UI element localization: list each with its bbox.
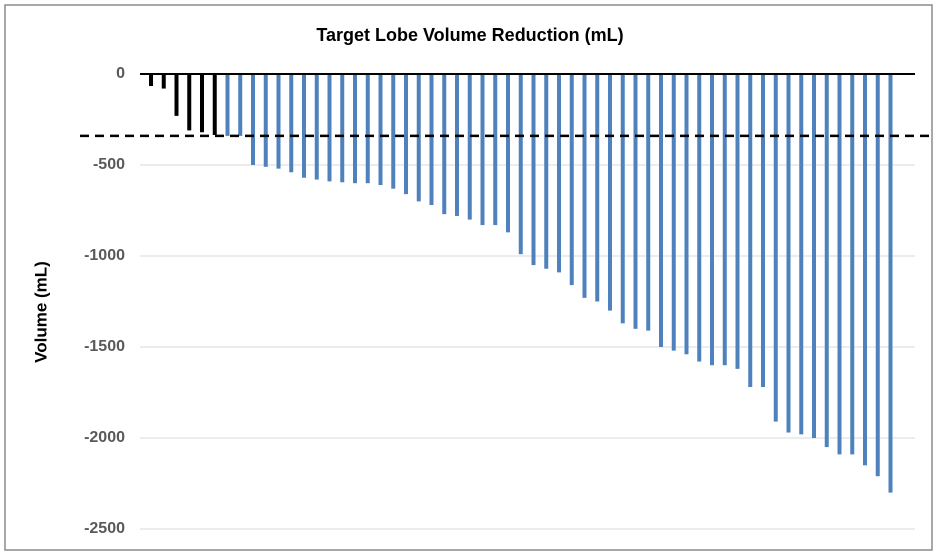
bar — [416, 74, 421, 202]
bar — [200, 74, 204, 133]
bar — [735, 74, 740, 369]
bar — [289, 74, 294, 173]
y-tick-label: -1500 — [84, 338, 125, 355]
bar — [353, 74, 357, 184]
bar — [608, 74, 612, 311]
bar — [595, 74, 600, 302]
bar — [812, 74, 816, 438]
y-tick-label: -500 — [93, 156, 125, 173]
bar — [212, 74, 217, 135]
bar — [722, 74, 727, 366]
bar — [314, 74, 319, 180]
bar — [263, 74, 268, 167]
bar — [671, 74, 676, 351]
bar — [684, 74, 689, 355]
bar — [276, 74, 281, 169]
bar — [710, 74, 714, 366]
bar — [404, 74, 408, 195]
bar — [187, 74, 192, 131]
bar — [888, 74, 893, 493]
chart-title: Target Lobe Volume Reduction (mL) — [316, 25, 623, 45]
bar — [174, 74, 179, 116]
bar — [391, 74, 396, 189]
bar — [149, 74, 153, 87]
bar — [442, 74, 447, 215]
bar — [646, 74, 651, 331]
bar — [557, 74, 561, 273]
bar — [837, 74, 842, 455]
bar — [786, 74, 791, 433]
bar — [467, 74, 472, 220]
bar — [302, 74, 306, 178]
bar — [748, 74, 753, 388]
y-tick-label: 0 — [116, 65, 125, 82]
bar — [327, 74, 332, 182]
bar — [773, 74, 778, 422]
bar — [799, 74, 804, 435]
bar — [429, 74, 434, 206]
bar — [875, 74, 880, 477]
bar — [633, 74, 638, 329]
bar — [378, 74, 383, 186]
bar — [161, 74, 166, 89]
bar — [697, 74, 702, 362]
bar — [238, 74, 243, 136]
y-tick-label: -2500 — [84, 520, 125, 537]
bar — [569, 74, 574, 286]
bar — [544, 74, 549, 269]
bar — [506, 74, 510, 233]
bar — [863, 74, 867, 466]
bar — [251, 74, 255, 165]
bar — [659, 74, 663, 347]
bar — [531, 74, 536, 266]
bar — [365, 74, 370, 184]
bar — [455, 74, 459, 216]
bar — [582, 74, 587, 298]
bar — [225, 74, 230, 136]
bar — [518, 74, 523, 255]
bar — [824, 74, 829, 448]
bar — [761, 74, 765, 388]
bar — [340, 74, 345, 183]
y-axis-title: Volume (mL) — [31, 261, 50, 363]
y-tick-label: -1000 — [84, 247, 125, 264]
bar — [480, 74, 485, 226]
bar — [850, 74, 855, 455]
bar — [620, 74, 625, 324]
y-tick-label: -2000 — [84, 429, 125, 446]
bar — [493, 74, 498, 226]
